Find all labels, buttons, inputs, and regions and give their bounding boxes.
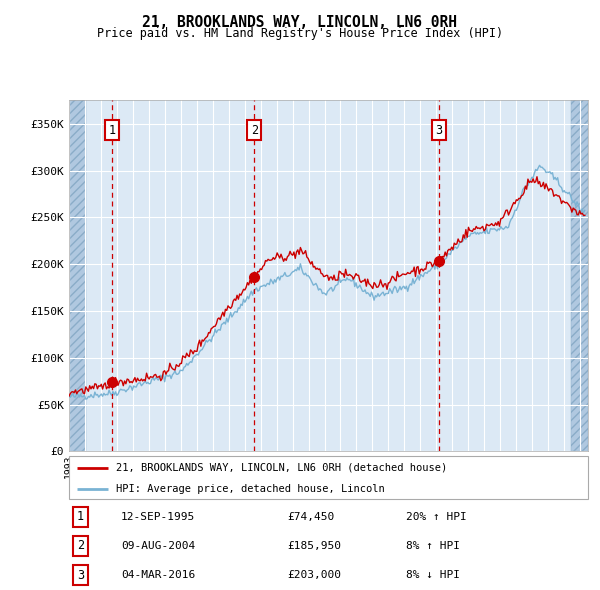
Bar: [69, 100, 86, 451]
Text: 21, BROOKLANDS WAY, LINCOLN, LN6 0RH (detached house): 21, BROOKLANDS WAY, LINCOLN, LN6 0RH (de…: [116, 463, 447, 473]
Text: 20% ↑ HPI: 20% ↑ HPI: [406, 512, 467, 522]
Text: 04-MAR-2016: 04-MAR-2016: [121, 570, 195, 580]
Text: 8% ↓ HPI: 8% ↓ HPI: [406, 570, 460, 580]
Text: £185,950: £185,950: [287, 541, 341, 551]
Text: HPI: Average price, detached house, Lincoln: HPI: Average price, detached house, Linc…: [116, 484, 385, 494]
Text: 21, BROOKLANDS WAY, LINCOLN, LN6 0RH: 21, BROOKLANDS WAY, LINCOLN, LN6 0RH: [143, 15, 458, 30]
Text: 2: 2: [251, 124, 258, 137]
Text: 8% ↑ HPI: 8% ↑ HPI: [406, 541, 460, 551]
Text: 1: 1: [77, 510, 84, 523]
Text: 1: 1: [109, 124, 116, 137]
Text: 2: 2: [77, 539, 84, 552]
Bar: [571, 100, 588, 451]
FancyBboxPatch shape: [69, 456, 588, 499]
Text: £203,000: £203,000: [287, 570, 341, 580]
Text: 3: 3: [436, 124, 443, 137]
Text: 12-SEP-1995: 12-SEP-1995: [121, 512, 195, 522]
Text: 3: 3: [77, 569, 84, 582]
Bar: [69, 100, 86, 451]
Bar: [571, 100, 588, 451]
Text: 09-AUG-2004: 09-AUG-2004: [121, 541, 195, 551]
Text: £74,450: £74,450: [287, 512, 334, 522]
Text: Price paid vs. HM Land Registry's House Price Index (HPI): Price paid vs. HM Land Registry's House …: [97, 27, 503, 40]
